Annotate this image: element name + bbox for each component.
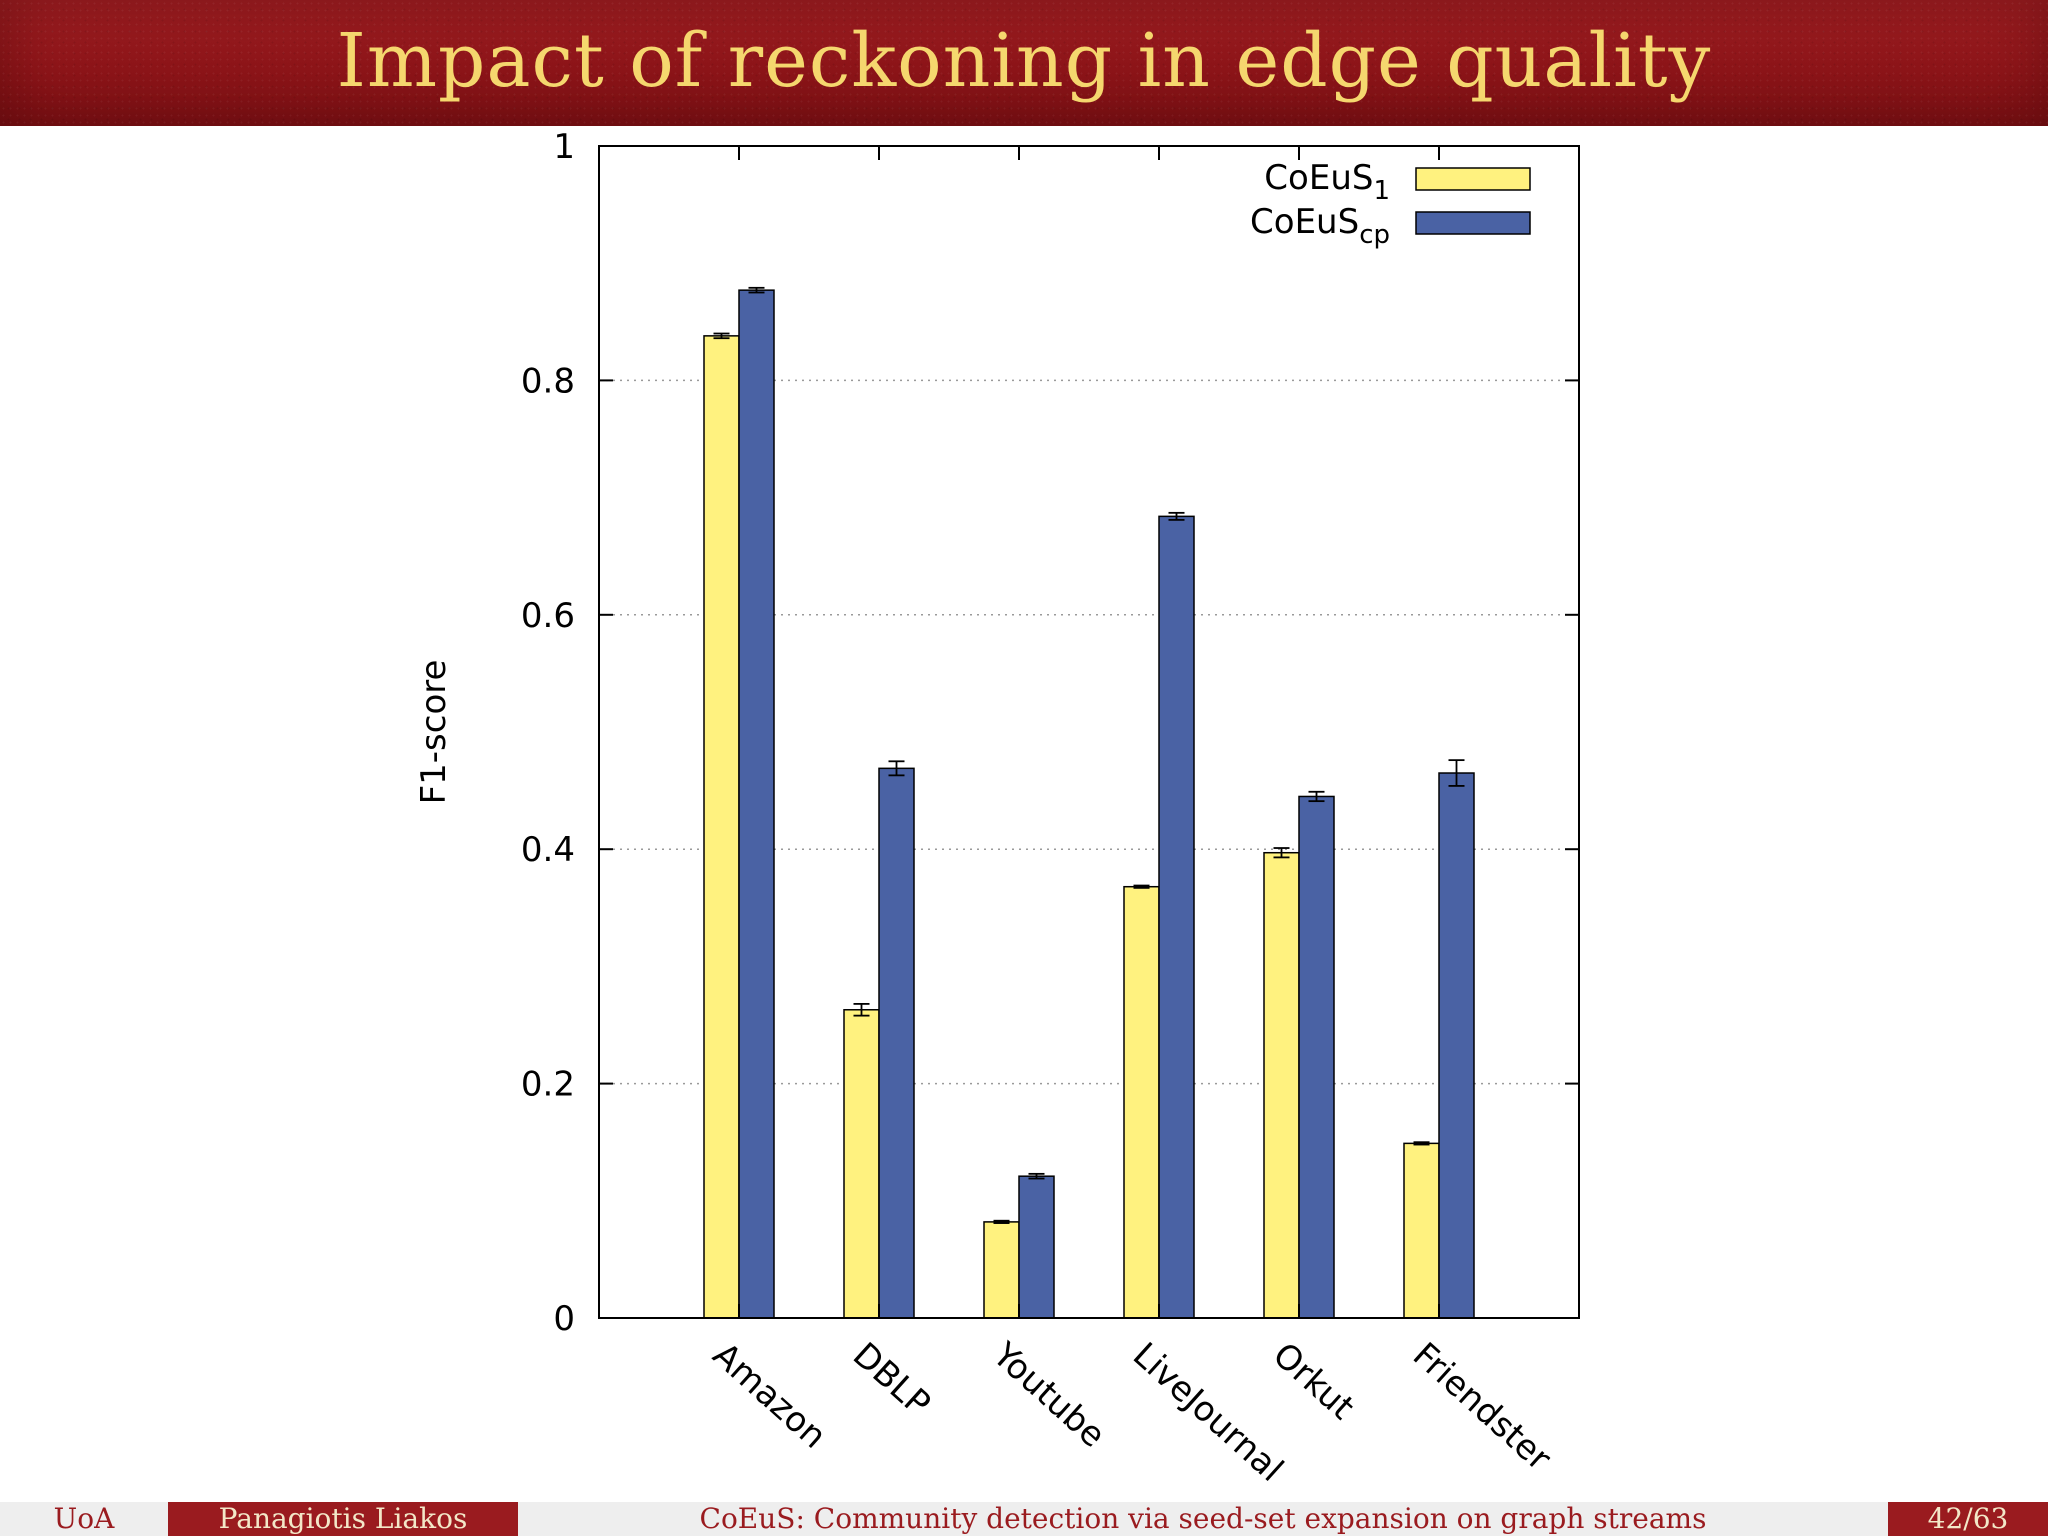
bar-youtube-series-1 [983, 1221, 1020, 1319]
bar-youtube-series-2 [1018, 1175, 1055, 1319]
bar-orkut-series-2 [1298, 795, 1335, 1319]
bar-dblp-series-1 [843, 1009, 880, 1319]
bar-livejournal-series-2 [1158, 515, 1195, 1319]
bar-chart: 0 0.2 0.4 0.6 0.8 1 Amazon DBLP Youtube LiveJourn… [414, 127, 1580, 1490]
bar-amazon-series-1 [703, 335, 740, 1319]
bar-orkut-series-1 [1263, 851, 1300, 1319]
plot-frame [598, 145, 1580, 1319]
legend-label-series-2: CoEuScp [1250, 202, 1390, 250]
y-tick-label: 0 [553, 1299, 575, 1339]
legend-label-series-1: CoEuS1 [1264, 158, 1390, 206]
x-tick-label-youtube: Youtube [984, 1334, 1113, 1455]
footer-author: Panagiotis Liakos [168, 1502, 518, 1536]
footer: UoA Panagiotis Liakos CoEuS: Community d… [0, 1502, 2048, 1536]
x-tick-label-orkut: Orkut [1265, 1335, 1362, 1428]
x-tick-label-livejournal: LiveJournal [1125, 1335, 1291, 1490]
y-tick-label: 0.4 [521, 830, 575, 870]
bar-friendster-series-1 [1403, 1142, 1440, 1319]
y-tick-label: 0.8 [521, 361, 575, 401]
bars [703, 286, 1475, 1319]
bar-amazon-series-2 [738, 289, 775, 1319]
legend-swatch-series-2 [1415, 211, 1531, 235]
axis-ticks [599, 145, 1579, 1319]
x-tick-label-amazon: Amazon [705, 1335, 834, 1457]
grid-lines [599, 379, 1579, 1085]
bar-friendster-series-2 [1438, 772, 1475, 1319]
bar-livejournal-series-1 [1123, 885, 1160, 1319]
x-tick-label-dblp: DBLP [845, 1335, 938, 1424]
legend-swatch-series-1 [1415, 167, 1531, 191]
slide-title: Impact of reckoning in edge quality [336, 18, 1712, 104]
title-bar [0, 0, 2048, 126]
footer-page-number: 42/63 [1888, 1502, 2048, 1536]
x-tick-label-friendster: Friendster [1405, 1335, 1558, 1479]
y-tick-label: 0.2 [521, 1065, 575, 1105]
bar-dblp-series-2 [878, 767, 915, 1319]
footer-institution: UoA [0, 1502, 168, 1536]
y-axis-label: F1-score [414, 660, 454, 805]
y-tick-label: 1 [553, 127, 575, 167]
y-tick-label: 0.6 [521, 596, 575, 636]
footer-talk-title: CoEuS: Community detection via seed-set … [518, 1502, 1888, 1536]
